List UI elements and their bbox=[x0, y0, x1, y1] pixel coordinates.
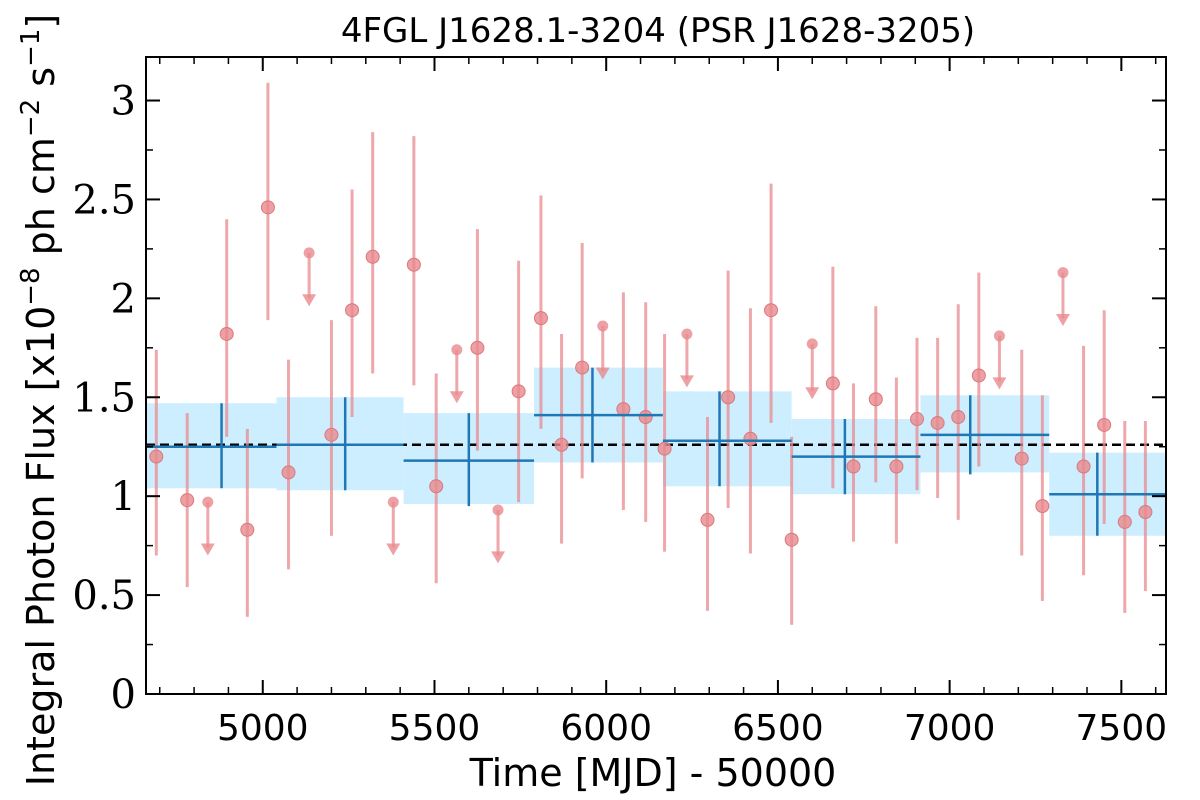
detection-point bbox=[846, 459, 861, 474]
x-axis-label: Time [MJD] - 50000 bbox=[469, 751, 837, 795]
x-tick-label: 7500 bbox=[1076, 708, 1168, 749]
upper-limit-point bbox=[681, 328, 693, 340]
detection-point bbox=[1076, 459, 1091, 474]
upper-limit-point bbox=[806, 338, 818, 350]
detection-point bbox=[721, 390, 736, 405]
upper-limit-point bbox=[1057, 267, 1069, 279]
plot-frame bbox=[145, 56, 1167, 695]
detection-point bbox=[149, 449, 164, 464]
detection-point bbox=[406, 257, 421, 272]
detection-point bbox=[1138, 505, 1153, 519]
detection-point bbox=[657, 441, 672, 456]
detection-point bbox=[616, 402, 631, 417]
y-tick-label: 0.5 bbox=[72, 573, 136, 619]
y-tick-label: 0 bbox=[111, 672, 136, 718]
y-tick-label: 3 bbox=[111, 79, 136, 125]
detection-point bbox=[429, 479, 444, 494]
detection-point bbox=[1117, 514, 1132, 529]
detection-point bbox=[784, 532, 799, 547]
detection-point bbox=[638, 410, 653, 425]
x-tick-label: 5500 bbox=[389, 708, 481, 749]
detection-point bbox=[1014, 451, 1029, 466]
x-tick-label: 6000 bbox=[560, 708, 652, 749]
plot-area bbox=[146, 82, 1166, 625]
detection-point bbox=[511, 384, 526, 399]
y-tick-label: 1.5 bbox=[72, 375, 136, 421]
detection-point bbox=[743, 431, 758, 446]
upper-limit-point bbox=[451, 344, 463, 356]
detection-point bbox=[575, 360, 590, 375]
upper-limit-arrow bbox=[491, 551, 506, 564]
detection-point bbox=[889, 459, 904, 474]
detection-point bbox=[324, 427, 339, 442]
detection-point bbox=[1097, 417, 1112, 432]
upper-limit-arrow bbox=[302, 294, 317, 307]
upper-limit-point bbox=[202, 496, 214, 508]
detection-point bbox=[700, 512, 715, 527]
upper-limit-arrow bbox=[595, 367, 610, 380]
chart-title: 4FGL J1628.1-3204 (PSR J1628-3205) bbox=[341, 11, 975, 51]
upper-limit-arrow bbox=[805, 387, 820, 400]
detection-point bbox=[825, 376, 840, 391]
y-tick-label: 2 bbox=[111, 276, 136, 322]
detection-point bbox=[219, 326, 234, 341]
detection-point bbox=[910, 412, 925, 427]
upper-limit-point bbox=[303, 247, 315, 259]
detection-point bbox=[281, 465, 296, 480]
detection-point bbox=[260, 200, 275, 215]
upper-limit-arrow bbox=[200, 543, 215, 556]
detection-point bbox=[180, 493, 195, 508]
detection-point bbox=[240, 522, 255, 537]
detection-point bbox=[868, 392, 883, 407]
y-tick-label: 1 bbox=[111, 474, 136, 520]
detection-point bbox=[1035, 499, 1050, 514]
detection-point bbox=[345, 303, 360, 318]
detection-point bbox=[971, 368, 986, 383]
upper-limit-point bbox=[597, 320, 609, 332]
detection-point bbox=[951, 410, 966, 425]
upper-limit-arrow bbox=[679, 375, 694, 388]
axis-ticks: 5000 5500 6000 6500 7000 7500 0 0.5 1 1.5 2 2.5 3 bbox=[72, 57, 1167, 749]
upper-limit-arrow bbox=[992, 377, 1007, 390]
detection-point bbox=[533, 311, 548, 326]
detection-point bbox=[764, 303, 779, 318]
upper-limit-point bbox=[993, 330, 1005, 342]
x-tick-label: 6500 bbox=[732, 708, 824, 749]
upper-limit-point bbox=[492, 504, 504, 516]
detection-point bbox=[554, 437, 569, 452]
detection-point bbox=[470, 340, 485, 355]
y-axis-label: Integral Photon Flux [x10−8 ph cm−2 s−1] bbox=[16, 14, 63, 787]
detection-point bbox=[930, 415, 945, 430]
upper-limit-point bbox=[387, 496, 399, 508]
x-tick-label: 7000 bbox=[904, 708, 996, 749]
upper-limit-arrow bbox=[449, 391, 464, 404]
upper-limit-arrow bbox=[1055, 314, 1070, 327]
detection-point bbox=[365, 249, 380, 264]
x-tick-label: 5000 bbox=[217, 708, 309, 749]
y-tick-label: 2.5 bbox=[72, 177, 136, 223]
upper-limit-arrow bbox=[386, 543, 401, 556]
